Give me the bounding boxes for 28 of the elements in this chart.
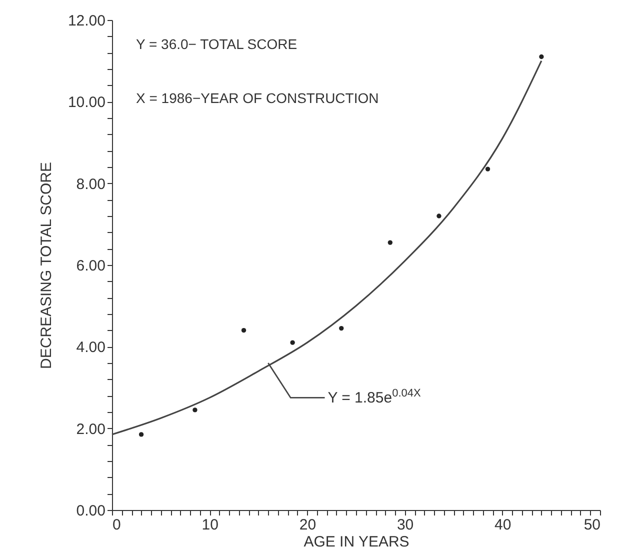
annotation: Y = 36.0− TOTAL SCORE	[136, 36, 298, 52]
x-tick-label: 0	[112, 516, 121, 534]
annotation: Y = 1.85e$^{0.04X}$	[328, 388, 422, 407]
point	[436, 214, 442, 218]
point	[339, 326, 344, 331]
y-tick-label: 4.00	[76, 339, 106, 356]
point	[241, 328, 246, 333]
line-series	[111, 60, 542, 436]
point	[485, 166, 490, 172]
point	[388, 240, 393, 245]
x-tick-label: 50	[584, 516, 600, 534]
y-tick-label: 6.00	[76, 258, 106, 274]
y-tick-label: 12.00	[68, 12, 106, 30]
x-tick-label: 10	[202, 516, 218, 534]
y-axis-title: DECREASING TOTAL SCORE	[38, 162, 55, 369]
point	[138, 432, 144, 437]
x-tick-label: 40	[494, 516, 512, 534]
annotation: X = 1986−YEAR OF CONSTRUCTION	[136, 90, 379, 106]
y-tick-label: 0.00	[76, 502, 106, 520]
y-tick-label: 2.00	[76, 420, 106, 438]
y-tick-label: 10.00	[68, 94, 106, 112]
point	[539, 54, 544, 60]
x-axis-title: AGE IN YEARS	[304, 534, 410, 550]
point	[290, 340, 295, 345]
y-tick-label: 8.00	[76, 176, 106, 193]
x-tick-label: 30	[396, 516, 414, 534]
x-tick-label: 20	[299, 516, 316, 534]
point	[192, 408, 198, 412]
